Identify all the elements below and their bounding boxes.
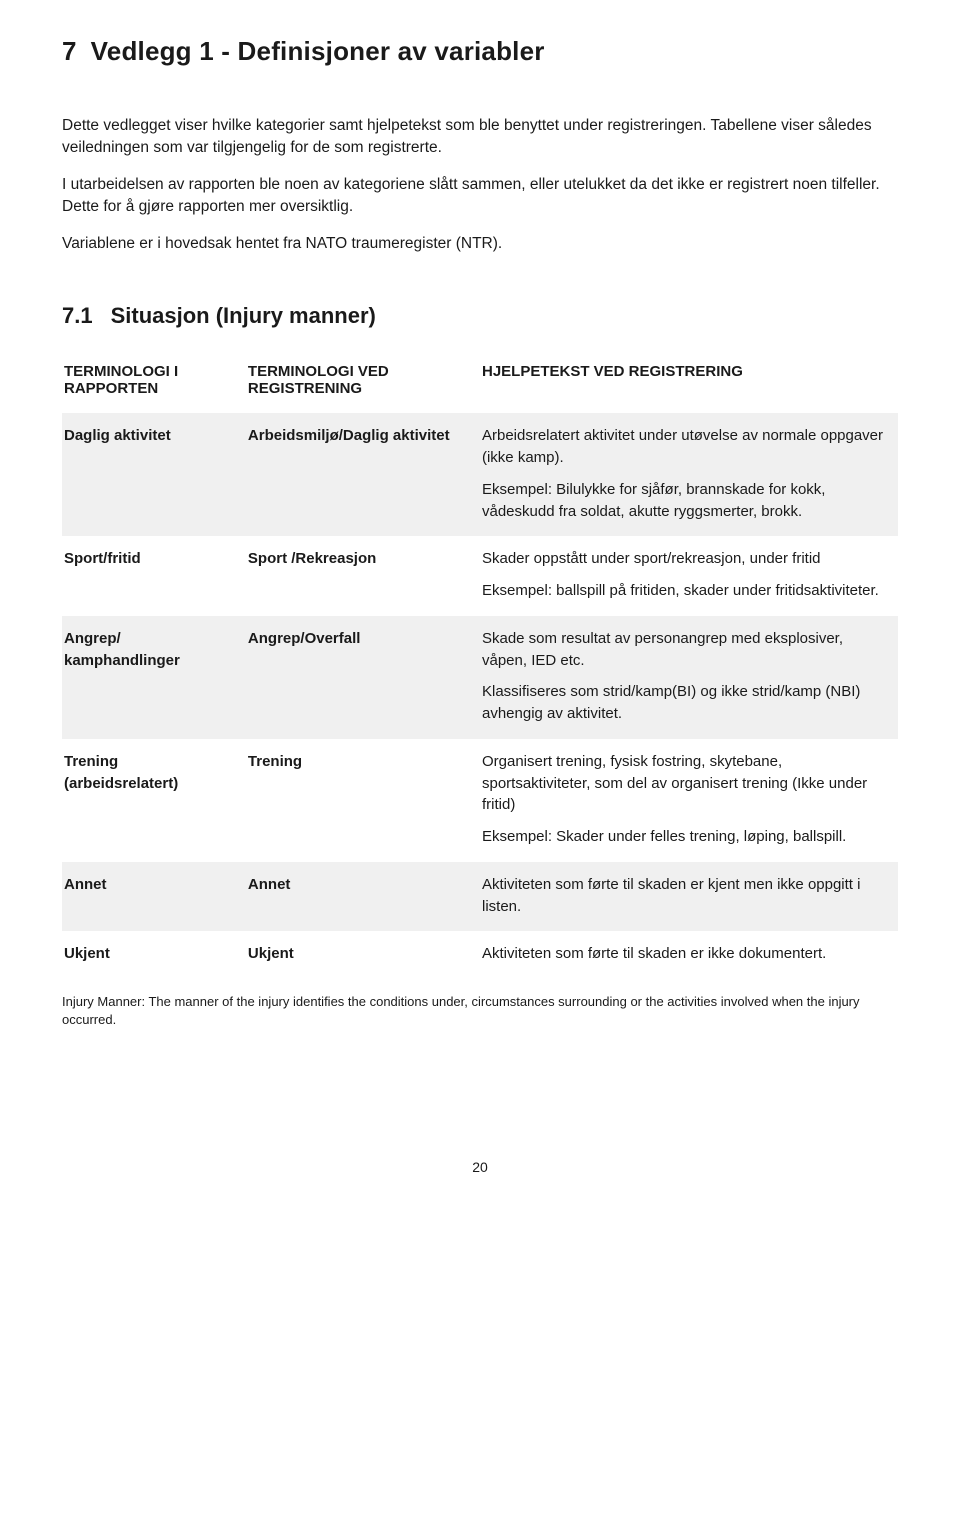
table-row: Angrep/ kamphandlingerAngrep/OverfallSka… — [62, 616, 898, 739]
table-cell: Organisert trening, fysisk fostring, sky… — [480, 739, 898, 862]
table-cell: Sport/fritid — [62, 536, 246, 616]
table-cell: Annet — [62, 862, 246, 932]
table-header: HJELPETEKST VED REGISTRERING — [480, 353, 898, 413]
table-row: Sport/fritidSport /RekreasjonSkader opps… — [62, 536, 898, 616]
table-cell-paragraph: Skader oppstått under sport/rekreasjon, … — [482, 548, 886, 570]
page-number: 20 — [62, 1159, 898, 1175]
table-cell: Sport /Rekreasjon — [246, 536, 480, 616]
table-cell: Annet — [246, 862, 480, 932]
table-cell: Angrep/Overfall — [246, 616, 480, 739]
table-cell: Trening — [246, 739, 480, 862]
table-cell-paragraph: Aktiviteten som førte til skaden er ikke… — [482, 943, 886, 965]
page-heading: 7 Vedlegg 1 - Definisjoner av variabler — [62, 36, 898, 67]
table-cell: Ukjent — [62, 931, 246, 979]
table-cell-paragraph: Eksempel: Bilulykke for sjåfør, brannska… — [482, 479, 886, 523]
table-header: TERMINOLOGI I RAPPORTEN — [62, 353, 246, 413]
table-row: Daglig aktivitetArbeidsmiljø/Daglig akti… — [62, 413, 898, 536]
table-cell-paragraph: Eksempel: ballspill på fritiden, skader … — [482, 580, 886, 602]
intro-paragraph: I utarbeidelsen av rapporten ble noen av… — [62, 174, 898, 219]
table-cell: Angrep/ kamphandlinger — [62, 616, 246, 739]
table-cell-paragraph: Aktiviteten som førte til skaden er kjen… — [482, 874, 886, 918]
heading-title: Vedlegg 1 - Definisjoner av variabler — [91, 36, 545, 66]
table-row: Trening (arbeidsrelatert)TreningOrganise… — [62, 739, 898, 862]
table-cell: Skader oppstått under sport/rekreasjon, … — [480, 536, 898, 616]
terminology-table: TERMINOLOGI I RAPPORTEN TERMINOLOGI VED … — [62, 353, 898, 979]
table-row: UkjentUkjentAktiviteten som førte til sk… — [62, 931, 898, 979]
intro-paragraph: Dette vedlegget viser hvilke kategorier … — [62, 115, 898, 160]
heading-number: 7 — [62, 36, 77, 67]
subheading: 7.1 Situasjon (Injury manner) — [62, 303, 898, 329]
table-cell: Skade som resultat av personangrep med e… — [480, 616, 898, 739]
table-cell-paragraph: Eksempel: Skader under felles trening, l… — [482, 826, 886, 848]
table-cell: Trening (arbeidsrelatert) — [62, 739, 246, 862]
table-cell: Aktiviteten som førte til skaden er ikke… — [480, 931, 898, 979]
table-row: AnnetAnnetAktiviteten som førte til skad… — [62, 862, 898, 932]
table-cell-paragraph: Arbeidsrelatert aktivitet under utøvelse… — [482, 425, 886, 469]
table-header: TERMINOLOGI VED REGISTRENING — [246, 353, 480, 413]
subheading-number: 7.1 — [62, 303, 93, 329]
table-cell: Daglig aktivitet — [62, 413, 246, 536]
table-cell: Aktiviteten som førte til skaden er kjen… — [480, 862, 898, 932]
table-cell: Arbeidsmiljø/Daglig aktivitet — [246, 413, 480, 536]
intro-paragraph: Variablene er i hovedsak hentet fra NATO… — [62, 233, 898, 255]
table-cell-paragraph: Skade som resultat av personangrep med e… — [482, 628, 886, 672]
table-cell: Ukjent — [246, 931, 480, 979]
table-cell-paragraph: Klassifiseres som strid/kamp(BI) og ikke… — [482, 681, 886, 725]
intro-block: Dette vedlegget viser hvilke kategorier … — [62, 115, 898, 255]
table-cell: Arbeidsrelatert aktivitet under utøvelse… — [480, 413, 898, 536]
table-cell-paragraph: Organisert trening, fysisk fostring, sky… — [482, 751, 886, 816]
footnote: Injury Manner: The manner of the injury … — [62, 993, 898, 1029]
subheading-title: Situasjon (Injury manner) — [111, 303, 376, 328]
